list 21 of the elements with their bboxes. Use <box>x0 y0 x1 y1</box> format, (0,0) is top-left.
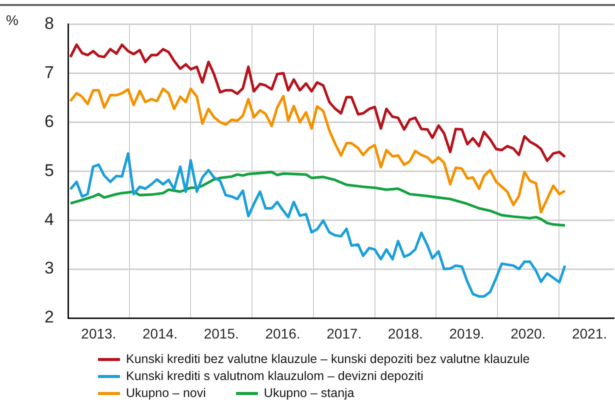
y-tick-label: 7 <box>44 62 54 82</box>
y-tick-label: 3 <box>44 258 54 278</box>
y-axis-title: % <box>6 12 18 28</box>
x-tick-label: 2014. <box>142 325 178 342</box>
x-tick-label: 2021. <box>572 325 608 342</box>
x-tick-label: 2020. <box>510 325 546 342</box>
legend-label: Kunski krediti bez valutne klauzule – kunski depoziti bez valutne klauzule <box>126 352 530 366</box>
x-tick-label: 2019. <box>449 325 484 342</box>
legend-label: Kunski krediti s valutnom klauzulom – devizni depoziti <box>126 369 424 383</box>
x-tick-label: 2017. <box>326 325 362 342</box>
x-tick-label: 2018. <box>388 325 423 342</box>
y-tick-label: 5 <box>44 160 54 180</box>
y-tick-label: 6 <box>44 112 54 131</box>
y-tick-label: 4 <box>44 210 54 229</box>
legend-label: Ukupno – novi <box>126 386 206 400</box>
x-tick-label: 2016. <box>265 325 300 342</box>
y-tick-label: 2 <box>44 308 54 327</box>
x-tick-label: 2013. <box>81 325 116 342</box>
x-tick-label: 2015. <box>204 325 239 342</box>
y-tick-label: 8 <box>44 14 54 33</box>
legend-label: Ukupno – stanja <box>264 386 354 400</box>
